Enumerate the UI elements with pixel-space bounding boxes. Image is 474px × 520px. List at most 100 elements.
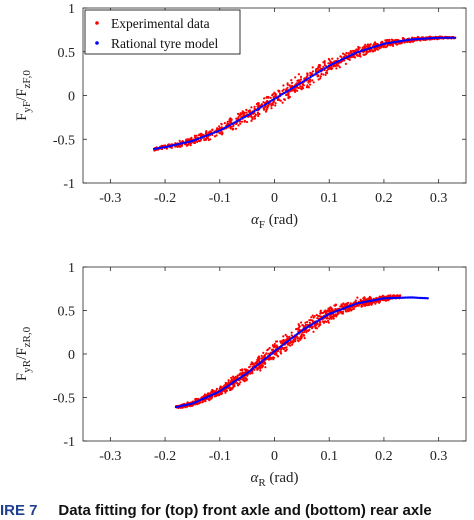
experimental-point — [245, 379, 248, 382]
model-point — [387, 41, 391, 45]
experimental-point — [203, 394, 206, 397]
model-point — [293, 334, 297, 337]
model-point — [409, 38, 413, 41]
model-point — [217, 129, 220, 133]
experimental-point — [229, 127, 232, 130]
experimental-point — [274, 92, 277, 95]
experimental-point — [284, 349, 287, 352]
experimental-point — [189, 144, 192, 147]
experimental-point — [366, 45, 369, 48]
experimental-point — [369, 301, 372, 304]
model-point — [363, 48, 366, 52]
model-point — [387, 297, 391, 300]
experimental-point — [224, 390, 227, 393]
experimental-point — [338, 66, 341, 69]
experimental-point — [206, 397, 209, 400]
legend-label-experimental: Experimental data — [111, 16, 210, 31]
experimental-point — [199, 139, 202, 142]
experimental-point — [375, 47, 378, 50]
experimental-point — [213, 135, 216, 138]
x-tick-label: -0.3 — [99, 449, 121, 464]
experimental-point — [360, 305, 363, 308]
model-points — [152, 36, 457, 151]
model-point — [267, 101, 270, 104]
experimental-point — [237, 115, 240, 118]
experimental-point — [263, 97, 266, 100]
experimental-point — [319, 320, 322, 324]
experimental-point — [317, 315, 320, 318]
experimental-point — [295, 328, 298, 331]
experimental-point — [327, 319, 330, 322]
experimental-point — [253, 117, 256, 120]
experimental-point — [228, 120, 232, 123]
experimental-point — [237, 124, 240, 127]
model-point — [237, 119, 240, 122]
model-point — [255, 108, 258, 112]
experimental-point — [385, 40, 389, 43]
experimental-point — [292, 339, 295, 342]
model-point — [373, 45, 376, 48]
experimental-point — [176, 145, 179, 148]
experimental-point — [329, 315, 332, 318]
model-point — [405, 39, 409, 42]
model-point — [156, 147, 160, 150]
model-point — [418, 296, 421, 300]
model-point — [220, 389, 223, 392]
experimental-point — [227, 379, 230, 382]
model-point — [227, 124, 230, 128]
model-point — [397, 40, 401, 43]
caption-text: Data fitting for (top) front axle and (b… — [58, 502, 432, 519]
y-tick-label: 0.5 — [58, 46, 76, 61]
experimental-point — [340, 304, 343, 307]
model-point — [375, 45, 378, 48]
experimental-point — [332, 317, 335, 320]
model-point — [263, 103, 266, 107]
experimental-point — [315, 313, 318, 317]
model-point — [327, 64, 330, 68]
experimental-point — [215, 387, 219, 390]
experimental-point — [299, 75, 303, 78]
experimental-point — [341, 312, 344, 315]
bottom-panel-rear-axle: -0.3 -0.2 -0.1 0 0.1 0.2 0.3 1 0.5 0 -0.5 -1 αR (rad… — [14, 261, 467, 489]
model-point — [267, 355, 270, 358]
experimental-point — [324, 73, 327, 76]
experimental-point — [259, 369, 262, 372]
experimental-point — [197, 134, 201, 137]
model-point — [285, 90, 288, 93]
model-point — [236, 378, 240, 381]
experimental-point — [330, 309, 333, 312]
experimental-point — [356, 296, 359, 299]
experimental-point — [201, 401, 204, 404]
experimental-point — [306, 84, 309, 87]
model-point — [161, 146, 164, 149]
experimental-point — [311, 79, 314, 82]
experimental-point — [315, 67, 318, 71]
experimental-point — [264, 105, 267, 109]
experimental-point — [281, 89, 284, 92]
experimental-point — [193, 141, 196, 144]
experimental-point — [230, 125, 233, 128]
model-point — [181, 142, 184, 145]
experimental-point — [239, 381, 242, 384]
experimental-point — [282, 84, 285, 87]
experimental-point — [310, 316, 313, 319]
experimental-point — [273, 342, 276, 346]
experimental-point — [336, 313, 339, 316]
experimental-point — [298, 79, 301, 82]
experimental-point — [364, 53, 368, 56]
model-point — [243, 115, 246, 119]
experimental-point — [344, 62, 347, 65]
experimental-point — [349, 302, 352, 305]
model-point — [193, 139, 196, 142]
experimental-point — [287, 91, 290, 94]
experimental-point — [285, 335, 289, 338]
model-point — [175, 143, 178, 146]
model-point — [219, 129, 222, 132]
experimental-point — [319, 309, 322, 312]
model-point — [396, 296, 399, 300]
model-point — [415, 37, 419, 41]
experimental-point — [257, 112, 260, 116]
model-point — [270, 352, 273, 355]
model-point — [401, 39, 405, 42]
x-tick-label: 0 — [271, 449, 278, 464]
